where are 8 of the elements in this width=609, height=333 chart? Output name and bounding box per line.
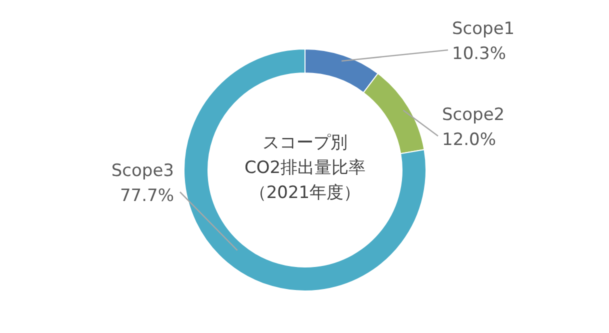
slice-label: Scope3 bbox=[111, 161, 174, 181]
donut-slice bbox=[184, 48, 426, 292]
slice-label: Scope1 bbox=[452, 19, 515, 39]
slice-label: Scope2 bbox=[442, 105, 505, 125]
text: スコープ別CO2排出量比率（2021年度） bbox=[243, 132, 367, 205]
data-label: 10.3% bbox=[452, 44, 506, 64]
data-label: 77.7% bbox=[120, 186, 174, 206]
data-label: 12.0% bbox=[442, 130, 496, 150]
